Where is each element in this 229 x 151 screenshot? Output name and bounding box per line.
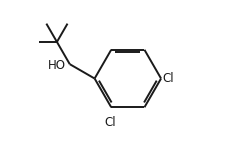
- Text: Cl: Cl: [104, 116, 115, 129]
- Text: Cl: Cl: [162, 72, 174, 85]
- Text: HO: HO: [48, 59, 66, 72]
